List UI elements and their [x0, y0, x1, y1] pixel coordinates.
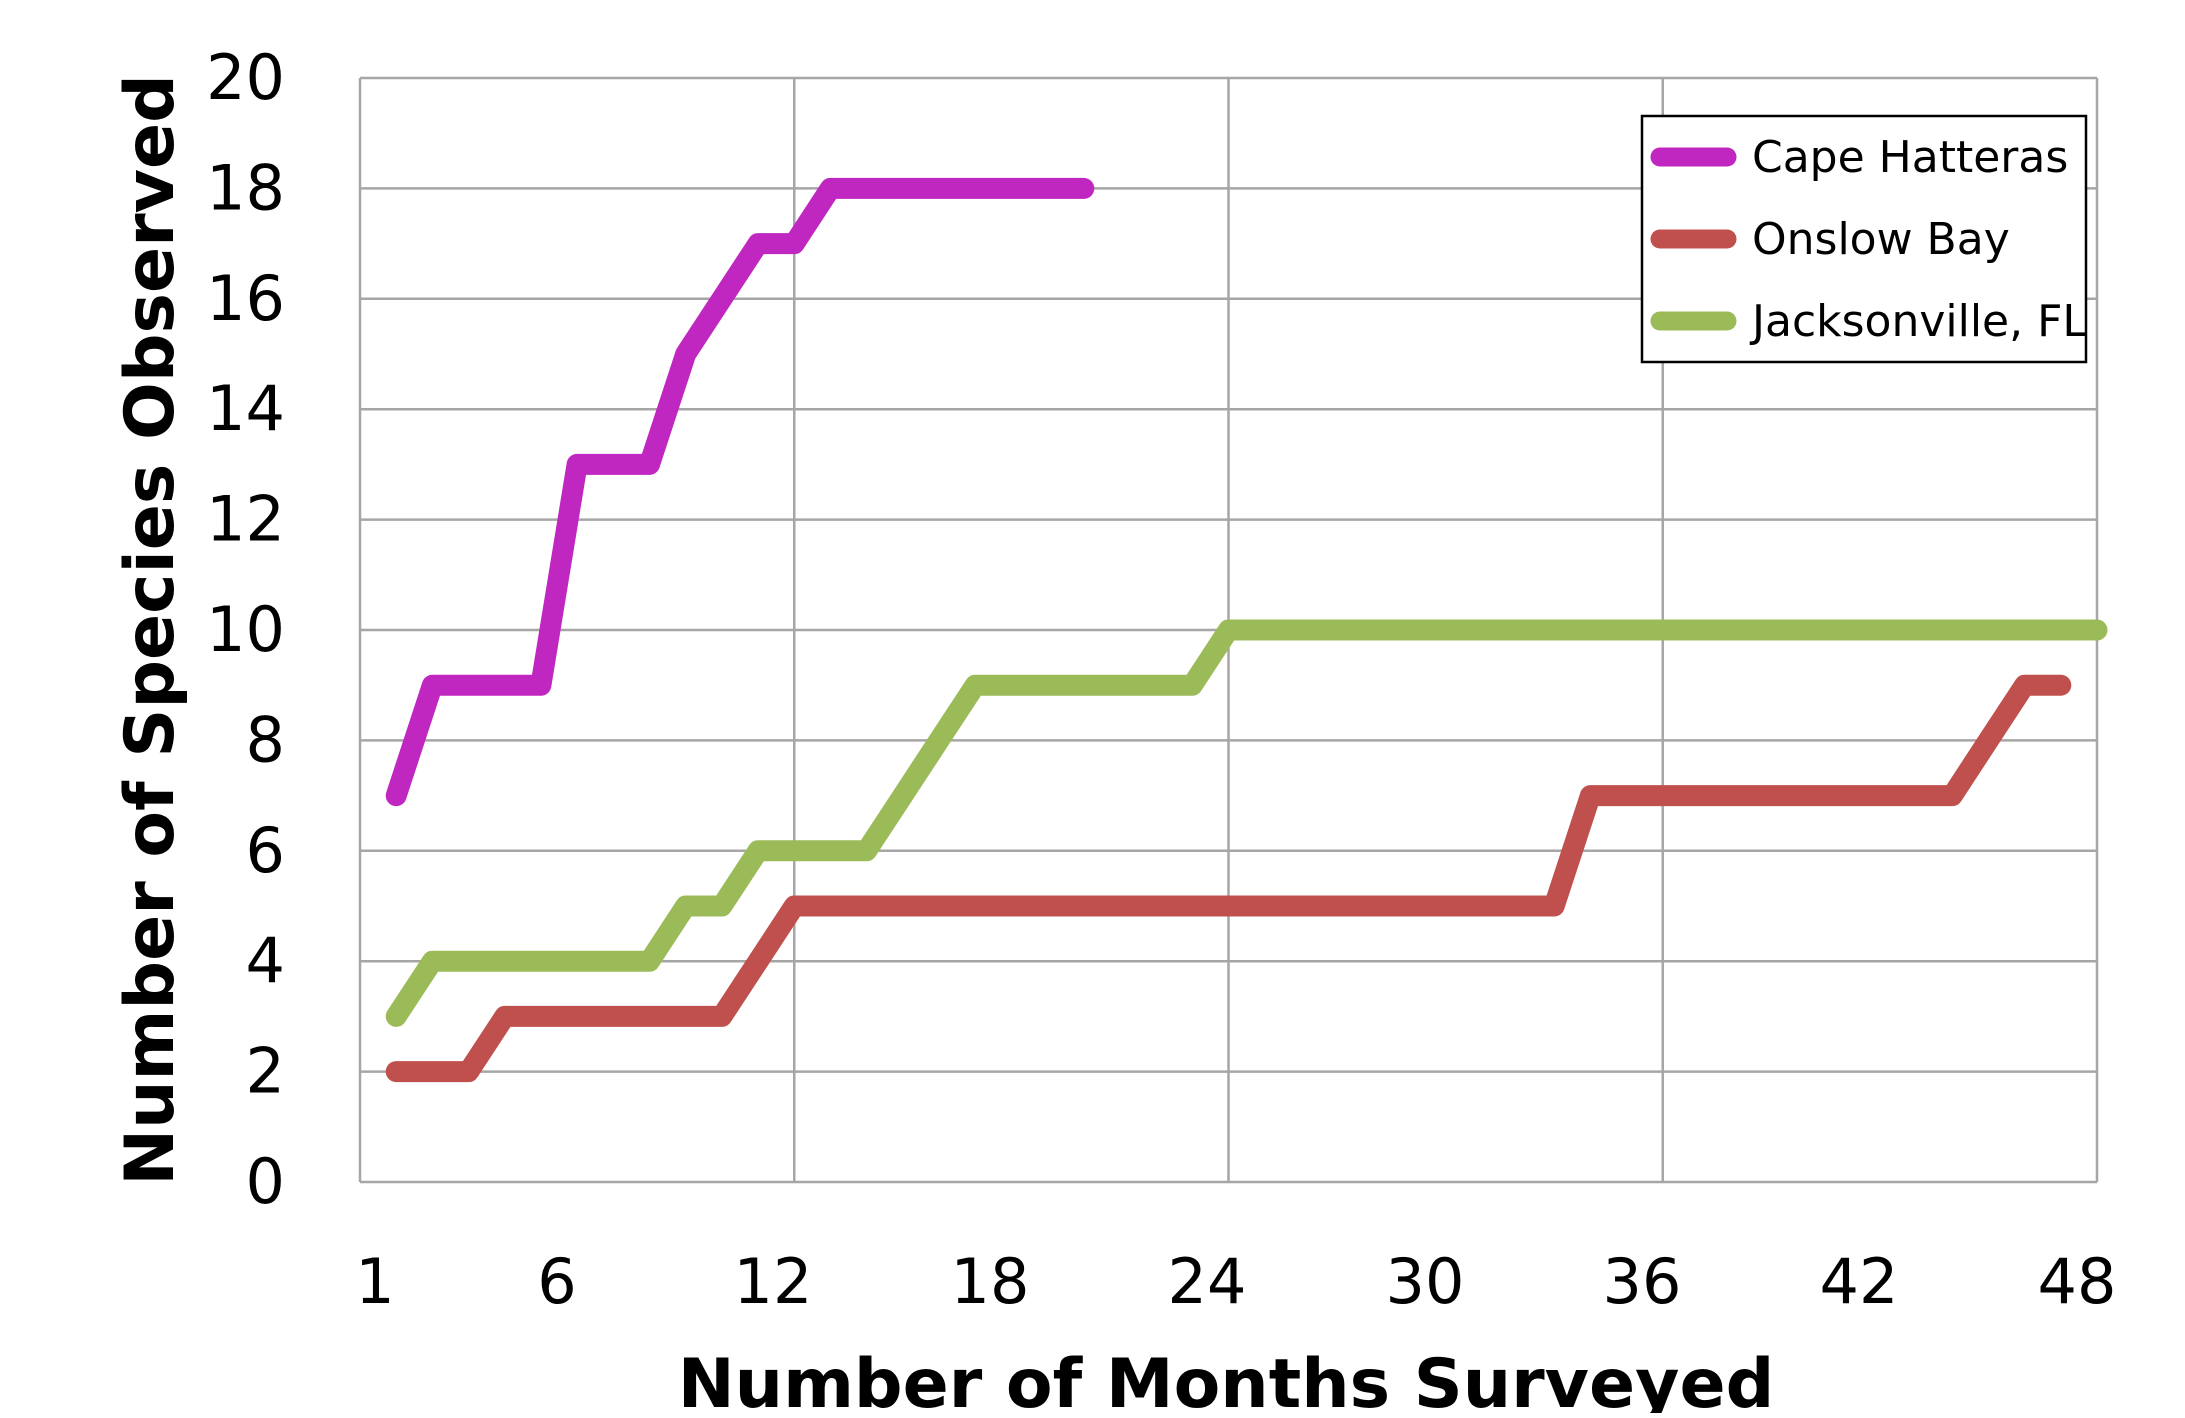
y-tick-label: 12 [206, 483, 285, 556]
x-tick-label: 48 [2038, 1245, 2117, 1318]
y-tick-label: 18 [206, 151, 285, 224]
y-tick-label: 2 [246, 1035, 285, 1108]
y-tick-label: 8 [246, 703, 285, 776]
legend: Cape Hatteras Onslow Bay Jacksonville, FL [1640, 114, 2087, 364]
x-tick-label: 12 [734, 1245, 813, 1318]
legend-label: Jacksonville, FL [1749, 296, 2087, 347]
x-tick-label: 42 [1820, 1245, 1899, 1318]
x-axis-title: Number of Months Surveyed [678, 1345, 1775, 1413]
x-tick-label: 30 [1386, 1245, 1465, 1318]
series-line-2 [385, 619, 2108, 1027]
x-tick-label: 6 [537, 1245, 576, 1318]
y-tick-label: 0 [246, 1145, 285, 1218]
x-tick-label: 18 [951, 1245, 1030, 1318]
y-tick-label: 10 [206, 593, 285, 666]
y-tick-label: 14 [206, 372, 285, 445]
x-tick-label: 1 [355, 1245, 394, 1318]
legend-label: Cape Hatteras [1752, 132, 2068, 183]
series-line-0 [385, 177, 1095, 807]
x-tick-label: 24 [1168, 1245, 1247, 1318]
legend-label: Onslow Bay [1752, 214, 2010, 265]
y-tick-label: 20 [206, 41, 285, 114]
y-axis-title: Number of Species Observed [111, 74, 190, 1186]
y-tick-label: 6 [246, 814, 285, 887]
series-line-1 [385, 674, 2072, 1083]
y-tick-label: 16 [206, 262, 285, 335]
y-tick-label: 4 [246, 924, 285, 997]
series-lines [385, 177, 2108, 1083]
x-tick-label: 36 [1603, 1245, 1682, 1318]
